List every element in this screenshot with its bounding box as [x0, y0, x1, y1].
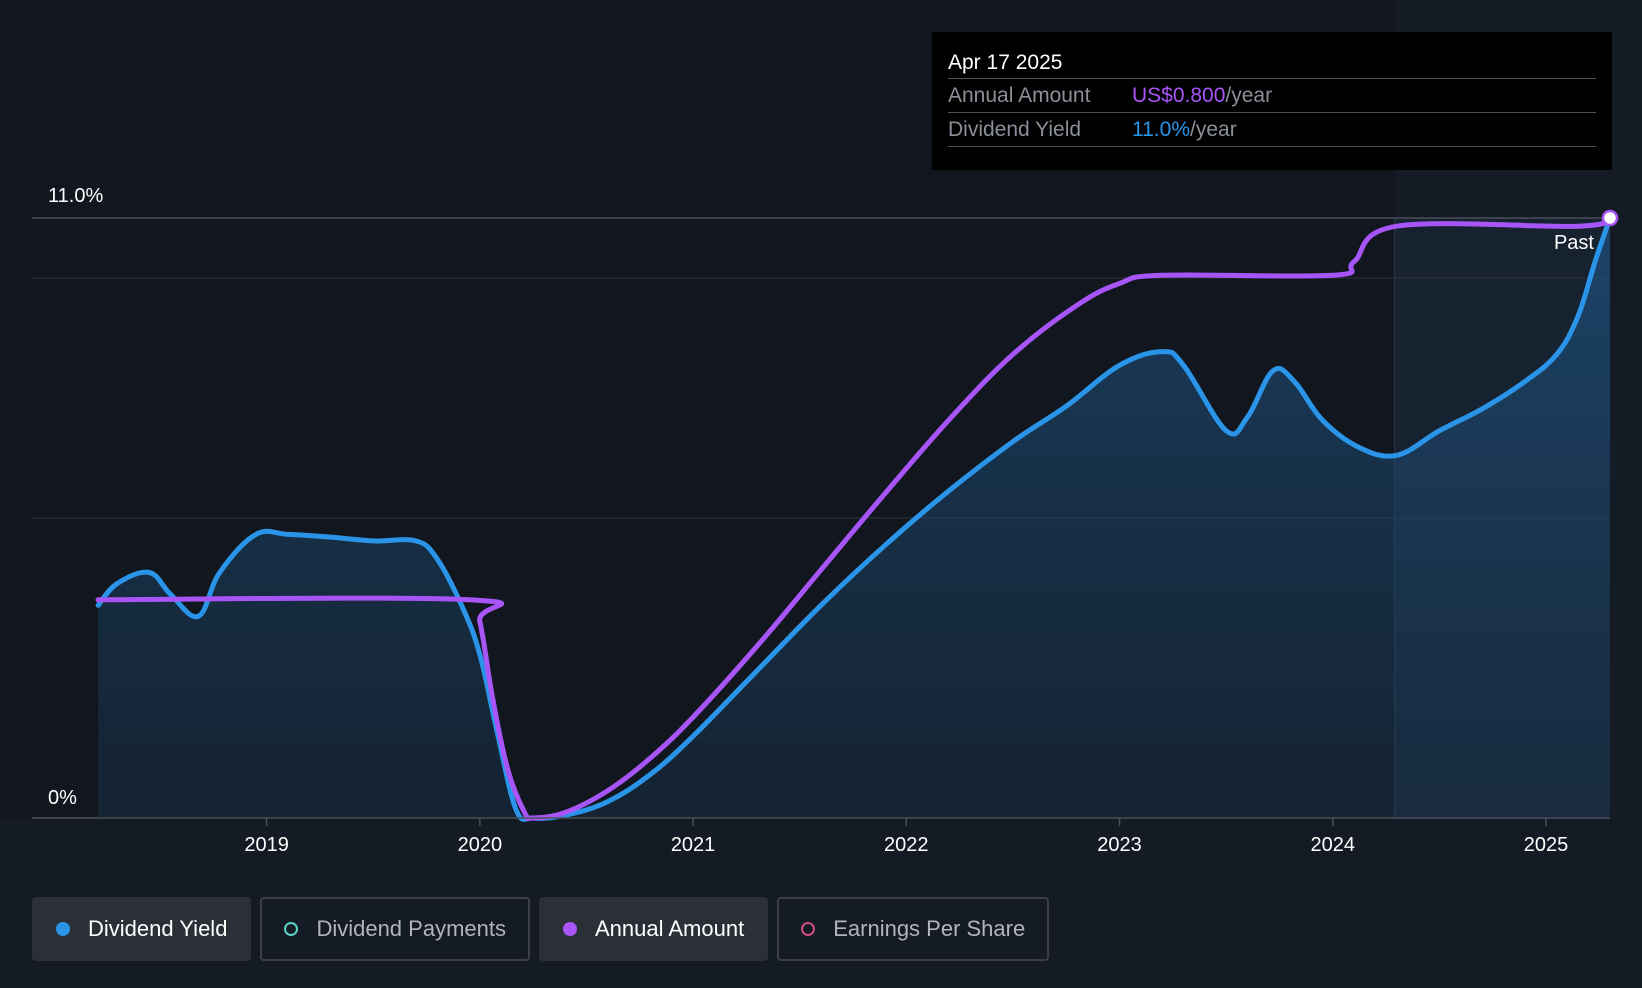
y-tick-label: 0%	[48, 787, 77, 809]
legend-dot-icon	[801, 922, 816, 936]
legend: Dividend Yield Dividend Payments Annual …	[32, 897, 1050, 961]
tooltip-panel: Apr 17 2025 Annual Amount US$0.800 /year…	[932, 32, 1612, 170]
legend-dot-icon	[562, 922, 577, 936]
tooltip-unit: /year	[1225, 83, 1273, 107]
tooltip-label: Dividend Yield	[948, 117, 1082, 141]
dividend-yield-area	[98, 218, 1611, 820]
legend-label: Dividend Yield	[88, 916, 228, 941]
x-tick-label: 2021	[671, 834, 716, 856]
x-tick-label: 2025	[1524, 834, 1569, 856]
end-point-marker	[1601, 209, 1619, 227]
legend-label: Annual Amount	[594, 916, 745, 941]
legend-annual-amount-button[interactable]: Annual Amount	[538, 897, 769, 961]
tooltip-value: 11.0%	[1132, 117, 1190, 141]
legend-dividend-payments-button[interactable]: Dividend Payments	[260, 897, 530, 961]
dividend-yield-line	[95, 215, 1613, 822]
x-tick-label: 2019	[244, 834, 289, 856]
tooltip-date: Apr 17 2025	[948, 51, 1063, 74]
x-tick-label: 2020	[458, 834, 503, 856]
tooltip-row-annual-amount: Annual Amount US$0.800 /year	[948, 78, 1596, 112]
past-label: Past	[1554, 232, 1594, 254]
y-tick-label: 11.0%	[48, 185, 103, 207]
tooltip-value: US$0.800	[1132, 83, 1226, 107]
tooltip-row-dividend-yield: Dividend Yield 11.0% /year	[948, 112, 1596, 147]
annual-amount-line	[95, 215, 1613, 822]
x-tick-label: 2024	[1311, 834, 1356, 856]
legend-dividend-yield-button[interactable]: Dividend Yield	[32, 897, 252, 961]
x-tick-label: 2022	[884, 834, 929, 856]
legend-label: Dividend Payments	[316, 916, 506, 941]
legend-dot-icon	[284, 922, 299, 936]
tooltip-unit: /year	[1190, 117, 1237, 141]
legend-label: Earnings Per Share	[833, 916, 1026, 941]
legend-earnings-per-share-button[interactable]: Earnings Per Share	[777, 897, 1050, 961]
x-tick-label: 2023	[1097, 834, 1142, 856]
legend-dot-icon	[56, 922, 70, 936]
tooltip-label: Annual Amount	[948, 83, 1091, 107]
